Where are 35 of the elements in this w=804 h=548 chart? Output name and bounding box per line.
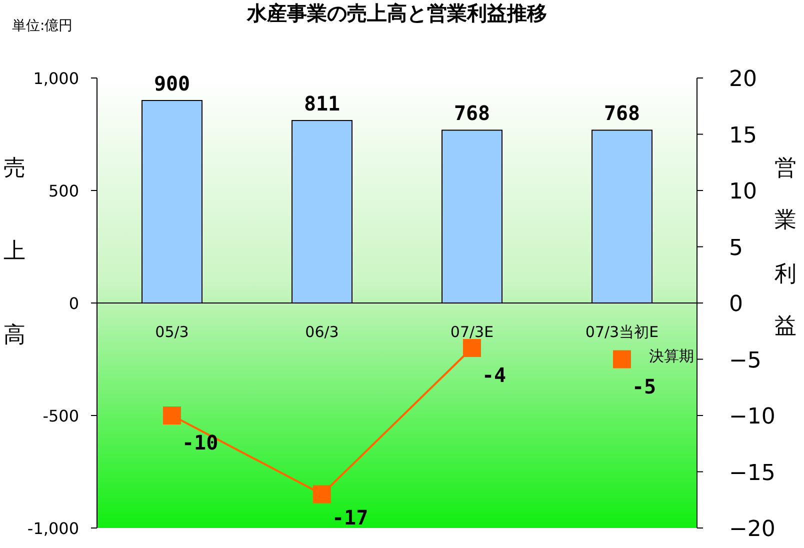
y2-tick-label: −10	[729, 404, 776, 430]
y2-tick-label: 0	[729, 292, 743, 317]
text: 単位:億円	[12, 18, 73, 34]
chart-title: 水産事業の売上高と営業利益推移	[246, 1, 547, 25]
y-tick-label: 500	[48, 182, 79, 200]
data-label: 900	[154, 72, 190, 96]
y2-tick-label: 10	[729, 180, 757, 204]
x-tick-label: 05/3	[155, 323, 189, 341]
y2-tick-label: −20	[729, 517, 776, 542]
y-tick-label: 1,000	[33, 69, 79, 88]
y2-tick-label: 5	[729, 236, 743, 261]
y2-tick-label: −15	[729, 460, 776, 486]
y2-axis-title: 営業利益	[772, 138, 798, 350]
x-tick-label: 07/3当初E	[585, 323, 659, 341]
x-axis-title: 決算期	[649, 347, 694, 365]
point	[613, 350, 631, 368]
data-label: -5	[632, 374, 656, 398]
data-label: -10	[182, 430, 218, 454]
y-tick-label: 0	[68, 294, 79, 313]
y-tick-label: -1,000	[27, 519, 79, 538]
data-label: 811	[304, 92, 340, 116]
x-tick-label: 07/3E	[450, 323, 494, 341]
data-label: 768	[454, 101, 490, 126]
y2-tick-label: 15	[729, 123, 757, 148]
point	[163, 406, 181, 424]
data-label: -17	[332, 505, 368, 530]
y-axis-title: 売上高	[2, 138, 26, 387]
data-label: -4	[482, 363, 506, 387]
y2-tick-label: 20	[729, 67, 757, 92]
y-tick-label: -500	[42, 406, 79, 426]
y2-tick-label: −5	[729, 348, 762, 374]
point	[463, 339, 481, 357]
x-tick-label: 06/3	[305, 323, 339, 341]
data-label: 768	[604, 101, 640, 126]
point	[313, 485, 331, 504]
